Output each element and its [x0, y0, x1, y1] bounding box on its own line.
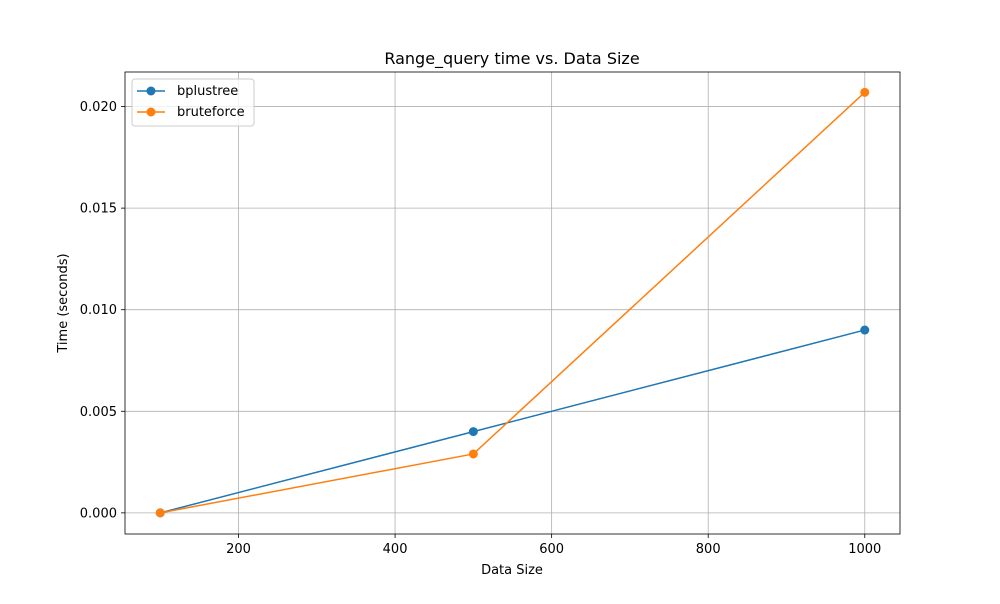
- data-point-bplustree: [468, 427, 478, 437]
- data-point-bplustree: [860, 325, 870, 335]
- x-tick-label: 800: [696, 542, 721, 557]
- x-axis: 200 400 600 800 1000: [226, 534, 881, 557]
- legend-item-bplustree: bplustree: [137, 84, 238, 99]
- y-tick-label: 0.010: [80, 303, 117, 318]
- legend-marker-bruteforce: [146, 107, 156, 117]
- y-axis: 0.000 0.005 0.010 0.015 0.020: [80, 100, 125, 521]
- legend-label-bplustree: bplustree: [177, 84, 238, 99]
- data-point-bruteforce: [155, 508, 165, 518]
- x-tick-label: 400: [383, 542, 408, 557]
- chart-title: Range_query time vs. Data Size: [384, 49, 639, 69]
- series-layer: [155, 87, 870, 518]
- legend-label-bruteforce: bruteforce: [177, 105, 245, 120]
- plot-frame: [124, 71, 901, 535]
- y-tick-label: 0.005: [80, 405, 117, 420]
- plot-area: [124, 71, 901, 535]
- x-tick-label: 600: [539, 542, 564, 557]
- y-tick-label: 0.020: [80, 100, 117, 115]
- grid-lines: [125, 72, 900, 534]
- data-point-bruteforce: [860, 87, 870, 97]
- y-tick-label: 0.015: [80, 202, 117, 217]
- x-axis-label: Data Size: [481, 563, 543, 578]
- data-point-bruteforce: [468, 449, 478, 459]
- x-tick-label: 1000: [848, 542, 881, 557]
- y-tick-label: 0.000: [80, 506, 117, 521]
- x-tick-label: 200: [226, 542, 251, 557]
- legend-item-bruteforce: bruteforce: [137, 105, 245, 120]
- legend-marker-bplustree: [146, 86, 156, 96]
- legend: bplustree bruteforce: [131, 78, 255, 127]
- plot-background: [125, 72, 900, 534]
- y-axis-label: Time (seconds): [56, 253, 71, 353]
